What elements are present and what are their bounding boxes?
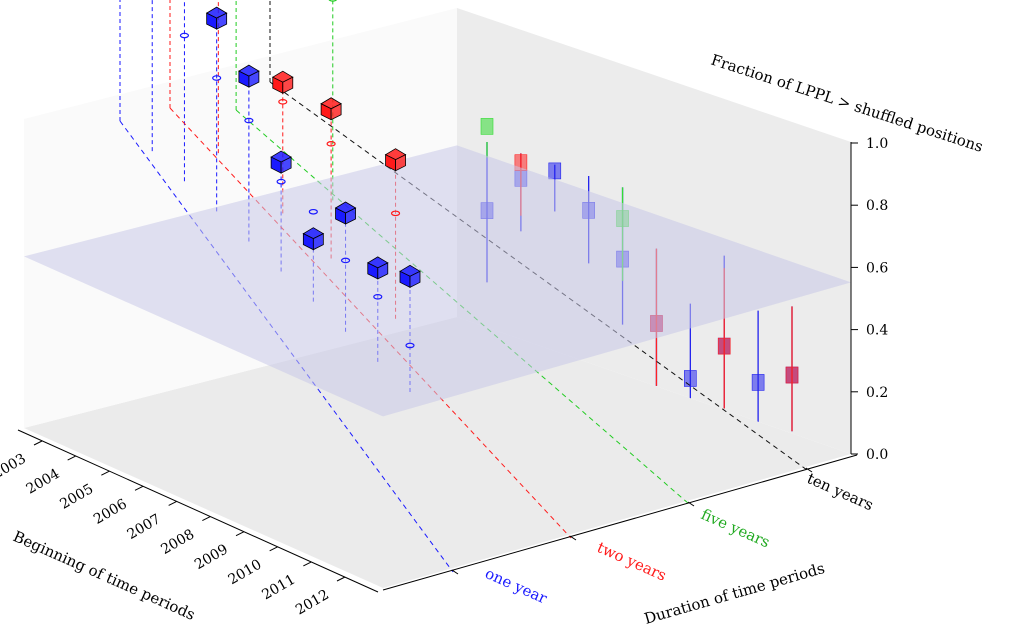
ellipse-marker bbox=[308, 208, 318, 215]
series-label-two-years: two years bbox=[594, 538, 669, 584]
x-tick-mark bbox=[33, 440, 43, 446]
x-tick-label: 2006 bbox=[91, 496, 130, 528]
wall-errorbar-marker bbox=[751, 374, 765, 391]
y-tick-mark bbox=[451, 569, 459, 575]
x-tick-mark bbox=[67, 455, 76, 461]
z-tick-label: 0.8 bbox=[866, 198, 888, 214]
y-axis-label: Duration of time periods bbox=[642, 559, 827, 628]
x-tick-mark bbox=[336, 576, 346, 582]
ellipse-marker bbox=[326, 141, 336, 147]
ellipse-marker bbox=[278, 98, 288, 105]
cube-right-face bbox=[345, 207, 356, 225]
cube-right-face bbox=[377, 262, 389, 280]
cube-right-face bbox=[312, 233, 324, 251]
wall-errorbar-marker bbox=[717, 337, 731, 355]
x-tick-label: 2005 bbox=[57, 481, 96, 513]
cube-marker bbox=[238, 64, 260, 88]
threshold-plane bbox=[24, 145, 851, 417]
x-tick-label: 2009 bbox=[192, 541, 231, 573]
cube-layer bbox=[205, 6, 421, 288]
x-tick-label: 2012 bbox=[293, 587, 332, 619]
x-tick-mark bbox=[202, 516, 211, 522]
cube-marker bbox=[366, 256, 389, 280]
series-label-one-year: one year bbox=[482, 564, 550, 608]
y-tick-mark bbox=[687, 501, 695, 507]
cube-right-face bbox=[282, 76, 294, 94]
cube-right-face bbox=[409, 270, 421, 288]
ellipse-marker bbox=[405, 342, 415, 349]
y-axis-line bbox=[382, 454, 858, 591]
wall-errorbar-marker bbox=[684, 370, 697, 387]
ellipse-marker bbox=[244, 117, 254, 124]
z-tick-label: 0.6 bbox=[866, 260, 888, 276]
z-tick-label: 0.0 bbox=[866, 447, 888, 463]
x-tick-label: 2008 bbox=[158, 526, 197, 558]
cube-marker bbox=[334, 201, 357, 225]
cube-right-face bbox=[280, 156, 292, 174]
cube-marker bbox=[399, 264, 421, 288]
ellipse-marker bbox=[212, 75, 222, 81]
cube-marker bbox=[205, 6, 228, 30]
x-tick-label: 2003 bbox=[0, 451, 29, 483]
wall-errorbar-marker bbox=[480, 118, 494, 135]
floor-pane bbox=[24, 317, 851, 588]
x-tick-label: 2010 bbox=[226, 557, 265, 589]
cube-marker bbox=[271, 70, 294, 94]
cube-right-face bbox=[330, 103, 342, 121]
x-tick-label: 2004 bbox=[24, 466, 63, 498]
series-label-ten-years: ten years bbox=[804, 469, 876, 514]
x-tick-mark bbox=[101, 470, 110, 476]
ellipse-marker bbox=[328, 0, 338, 2]
cube-marker bbox=[270, 150, 292, 174]
wall-errorbar-marker bbox=[548, 162, 562, 180]
marker-layer bbox=[179, 0, 415, 349]
z-tick-label: 0.2 bbox=[866, 385, 888, 401]
duration-guide-line bbox=[169, 107, 572, 539]
x-tick-mark bbox=[134, 485, 144, 491]
y-tick-mark bbox=[569, 535, 577, 541]
x-tick-label: 2007 bbox=[125, 511, 164, 543]
z-tick-label: 0.4 bbox=[866, 323, 888, 339]
x-tick-mark bbox=[168, 500, 177, 506]
x-tick-mark bbox=[303, 561, 312, 567]
threshold-plane-layer bbox=[24, 145, 851, 417]
wall-errorbar-marker bbox=[785, 366, 799, 384]
ellipse-marker bbox=[390, 210, 401, 217]
x-tick-mark bbox=[235, 531, 245, 537]
cube-right-face bbox=[216, 12, 228, 30]
cube-right-face bbox=[395, 154, 406, 172]
z-tick-label: 1.0 bbox=[866, 136, 888, 152]
ellipse-marker bbox=[179, 32, 190, 39]
ellipse-marker bbox=[340, 257, 351, 264]
series-label-five-years: five years bbox=[698, 505, 772, 551]
x-tick-mark bbox=[269, 546, 278, 552]
x-tick-label: 2011 bbox=[259, 572, 298, 604]
cube-marker bbox=[302, 227, 325, 251]
x-axis-line bbox=[17, 429, 379, 593]
duration-guide-line bbox=[269, 81, 808, 471]
cube-marker bbox=[320, 97, 342, 121]
cube-right-face bbox=[248, 70, 260, 88]
y-tick-mark bbox=[805, 467, 813, 473]
cube-marker bbox=[384, 148, 407, 172]
ellipse-marker bbox=[373, 293, 383, 300]
ellipse-marker bbox=[276, 178, 286, 185]
